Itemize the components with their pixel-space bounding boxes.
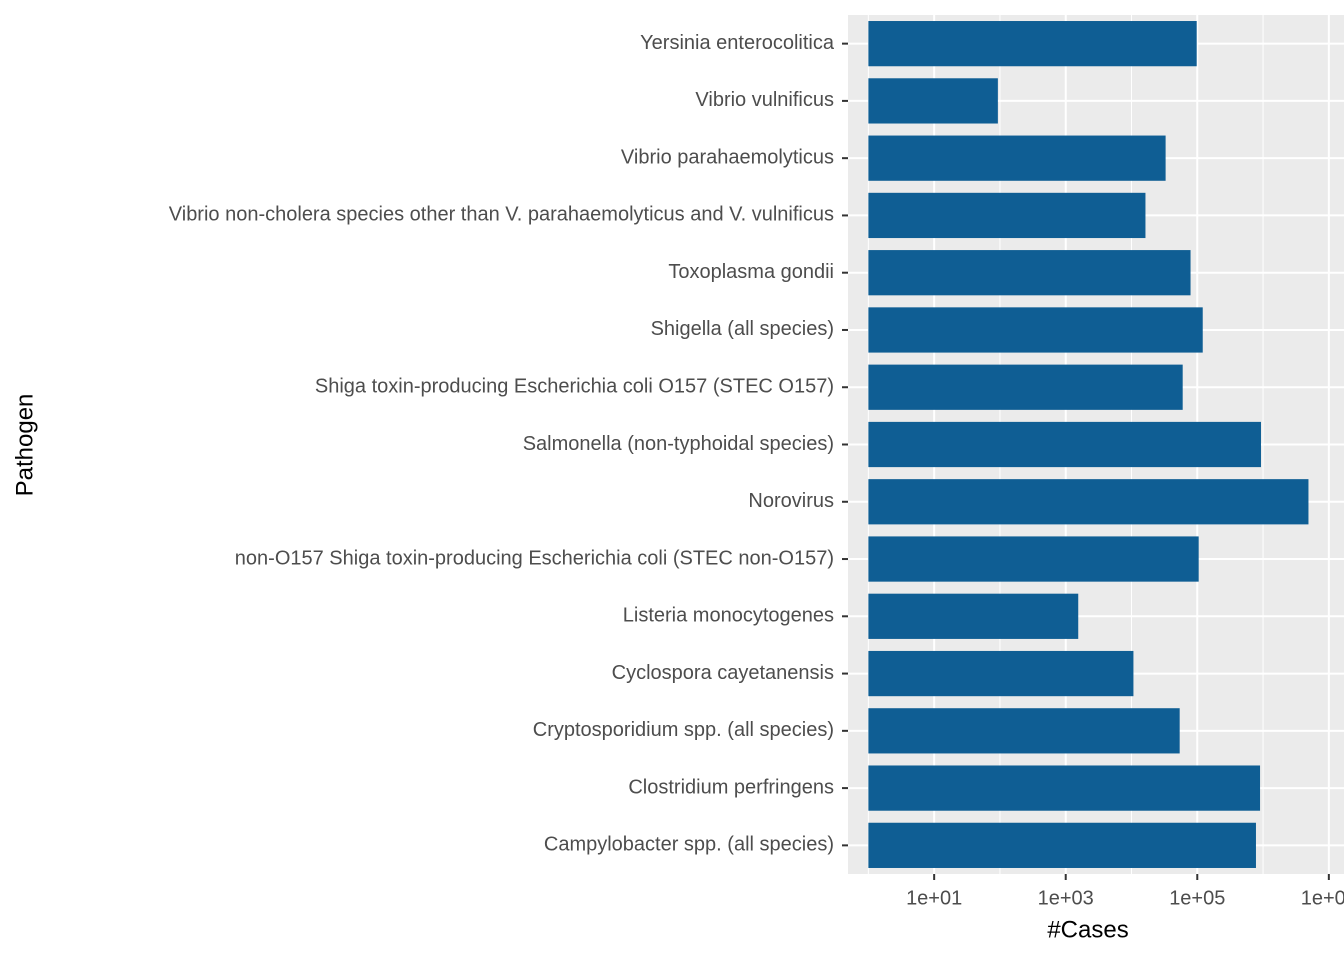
bar	[868, 536, 1199, 582]
x-tick-label: 1e+05	[1169, 887, 1225, 909]
bar	[868, 708, 1180, 754]
y-tick-label: Vibrio vulnificus	[695, 89, 834, 111]
x-tick-label: 1e+07	[1301, 887, 1344, 909]
y-tick-label: Cryptosporidium spp. (all species)	[533, 719, 834, 741]
y-tick-label: Shiga toxin-producing Escherichia coli O…	[315, 376, 834, 398]
y-tick-label: Vibrio parahaemolyticus	[621, 146, 834, 168]
y-tick-label: Listeria monocytogenes	[623, 605, 834, 627]
y-tick-label: Vibrio non-cholera species other than V.…	[169, 204, 834, 226]
y-tick-label: Campylobacter spp. (all species)	[544, 834, 834, 856]
x-tick-label: 1e+01	[906, 887, 962, 909]
y-tick-label: Norovirus	[748, 490, 834, 512]
y-axis-title: Pathogen	[11, 394, 38, 497]
y-tick-label: Clostridium perfringens	[628, 776, 834, 798]
y-tick-label: non-O157 Shiga toxin-producing Escherich…	[235, 547, 834, 569]
bar	[868, 250, 1191, 296]
bar	[868, 78, 998, 124]
y-tick-label: Salmonella (non-typhoidal species)	[523, 433, 834, 455]
bar	[868, 21, 1197, 67]
bar	[868, 822, 1256, 868]
bar	[868, 307, 1203, 353]
y-tick-label: Shigella (all species)	[651, 318, 834, 340]
x-axis-title: #Cases	[1047, 916, 1128, 943]
bar	[868, 192, 1146, 239]
y-tick-label: Toxoplasma gondii	[668, 261, 834, 283]
bar	[868, 421, 1261, 468]
bar	[868, 765, 1261, 811]
bar	[868, 479, 1309, 525]
bar	[868, 135, 1166, 181]
x-tick-label: 1e+03	[1038, 887, 1094, 909]
bar	[868, 593, 1079, 639]
y-tick-label: Cyclospora cayetanensis	[612, 662, 834, 684]
bar	[868, 650, 1134, 697]
bar	[868, 364, 1183, 410]
y-tick-label: Yersinia enterocolitica	[640, 32, 835, 54]
